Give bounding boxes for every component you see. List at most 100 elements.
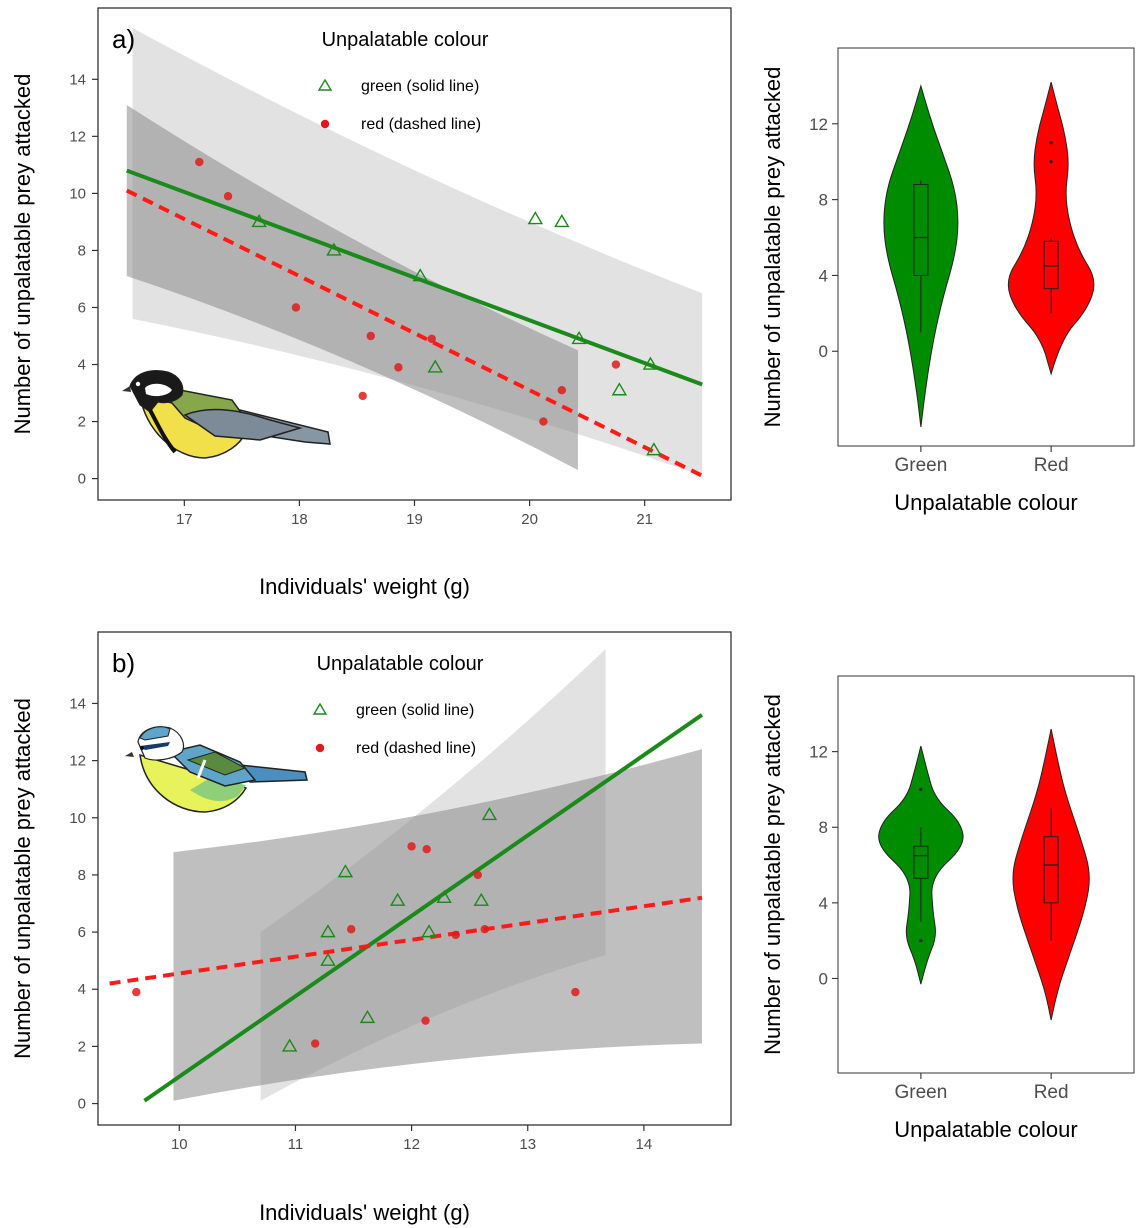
y-tick-label: 2 [78, 414, 86, 431]
y-tick-label: 14 [69, 71, 86, 88]
y-tick-label: 8 [78, 242, 86, 259]
data-point-red [366, 331, 375, 341]
data-point-green [571, 330, 587, 345]
data-point-red [394, 363, 403, 372]
violin-panel-bottom: 0 4 8 12 Green Red Unpalatable colour Number of… [760, 675, 1135, 1142]
data-point-green [320, 924, 336, 938]
violin-green [878, 745, 964, 985]
data-point-red [195, 157, 204, 167]
y-tick-label: 12 [809, 743, 828, 762]
x-tick-label: 21 [636, 511, 653, 528]
y-tick-label: 4 [78, 981, 86, 998]
x-tick-label: 20 [521, 511, 538, 528]
box-iqr [1043, 240, 1059, 290]
data-point-green [389, 892, 406, 906]
legend-title: Unpalatable colour [322, 29, 489, 51]
x-tick-label: Green [894, 455, 947, 476]
y-tick-label: 12 [69, 753, 86, 770]
y-axis-title: Number of unpalatable prey attacked [760, 694, 785, 1055]
y-tick-label: 14 [69, 695, 86, 712]
legend-entry-green: green (solid line) [356, 702, 474, 719]
data-point-red [473, 870, 482, 880]
y-tick-label: 10 [69, 810, 86, 827]
x-axis-title: Individuals' weight (g) [259, 1200, 470, 1225]
x-tick-label: 14 [636, 1136, 653, 1153]
box-iqr [913, 845, 929, 879]
fit-line-red [109, 895, 703, 986]
data-point-red [422, 845, 431, 854]
data-point-red [407, 842, 416, 851]
data-point-red [223, 192, 233, 201]
data-point-green [611, 382, 628, 396]
outlier-point [919, 939, 923, 943]
data-point-green [481, 807, 498, 821]
confidence-band-red [173, 749, 702, 1101]
data-point-green [412, 268, 428, 282]
violin-red [1007, 81, 1095, 376]
great-tit-illustration [122, 370, 331, 459]
x-tick-label: 19 [406, 511, 423, 528]
data-point-red [451, 930, 460, 940]
violin-panel-top: 0 4 8 12 Green Red Unpalatable colour Number of… [760, 47, 1135, 515]
data-point-green [251, 214, 267, 228]
x-axis-title: Unpalatable colour [894, 1117, 1077, 1142]
box-iqr [1043, 836, 1059, 904]
legend-entry-green: green (solid line) [361, 78, 479, 95]
data-point-green [427, 359, 443, 373]
y-tick-label: 6 [78, 299, 86, 316]
y-tick-label: 4 [819, 894, 828, 913]
fit-line-green [126, 168, 703, 387]
y-tick-label: 0 [78, 1096, 86, 1113]
y-tick-label: 0 [819, 969, 828, 988]
data-point-red [347, 925, 356, 934]
y-tick-label: 8 [819, 818, 828, 837]
x-tick-label: 13 [519, 1136, 536, 1153]
data-point-red [480, 925, 489, 934]
blue-tit-illustration [125, 726, 308, 813]
confidence-band-red [126, 104, 578, 471]
x-axis-title: Individuals' weight (g) [259, 574, 470, 599]
data-point-green [642, 356, 659, 370]
y-tick-label: 8 [819, 191, 828, 210]
data-point-red [421, 1016, 430, 1025]
outlier-point [1049, 160, 1053, 164]
y-tick-label: 12 [809, 115, 828, 134]
x-axis-title: Unpalatable colour [894, 490, 1077, 515]
data-point-red [557, 385, 567, 395]
x-tick-label: Green [894, 1082, 947, 1103]
y-tick-label: 0 [78, 471, 86, 488]
panel-label: a) [112, 24, 135, 54]
data-point-red [611, 360, 621, 369]
data-point-green [326, 242, 342, 256]
data-point-red [132, 987, 141, 997]
data-point-red [539, 417, 548, 426]
plot-frame [97, 631, 732, 1126]
y-axis-title: Number of unpalatable prey attacked [760, 67, 785, 428]
scatter-panel-b: 10 11 12 13 14 0 2 4 6 8 10 12 14 b) Unpalatable colou… [10, 631, 732, 1225]
y-tick-label: 8 [78, 867, 86, 884]
data-point-green [554, 214, 570, 228]
data-point-red [291, 303, 301, 312]
y-tick-label: 4 [819, 266, 828, 285]
x-tick-label: Red [1034, 1082, 1069, 1103]
data-point-green [421, 924, 437, 938]
x-tick-label: 17 [176, 511, 193, 528]
data-point-red [358, 391, 367, 401]
data-point-green [436, 889, 452, 904]
legend-key-green [317, 78, 333, 91]
legend-key-red [320, 119, 330, 129]
x-tick-label: 10 [171, 1136, 188, 1153]
y-tick-label: 10 [69, 185, 86, 202]
legend-entry-red: red (dashed line) [356, 740, 476, 757]
y-axis-title: Number of unpalatable prey attacked [10, 74, 35, 435]
data-point-green [281, 1038, 298, 1052]
data-point-red [571, 987, 580, 997]
x-tick-label: 11 [288, 1136, 304, 1153]
legend-title: Unpalatable colour [317, 653, 484, 675]
legend-key-red [315, 743, 325, 753]
data-point-green [337, 864, 354, 878]
outlier-point [919, 787, 923, 792]
data-point-green [359, 1009, 376, 1024]
x-tick-label: Red [1034, 455, 1069, 476]
